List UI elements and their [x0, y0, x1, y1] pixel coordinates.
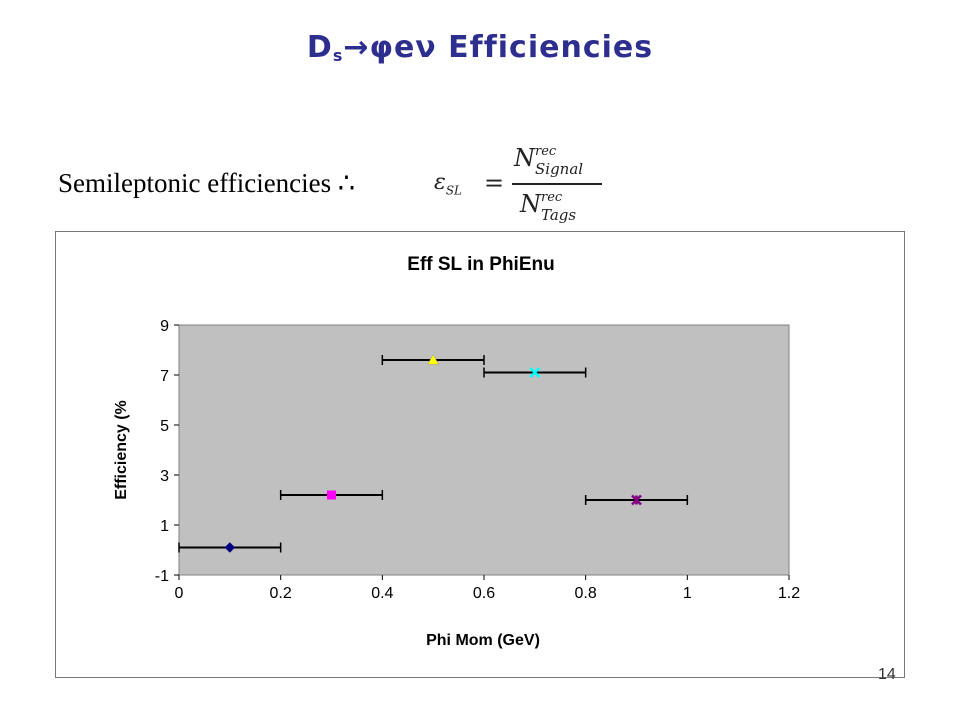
axes: 0 0.2 0.4 0.6 0.8 1 1.2 -1 1 3 5 7 9	[155, 318, 800, 602]
y-tick-label: 3	[160, 468, 169, 485]
x-tick-label: 0.8	[575, 585, 597, 602]
y-axis-label: Efficiency (%	[113, 400, 130, 500]
efficiency-chart: Eff SL in PhiEnu 0 0.2 0.4 0.6 0.8 1 1.2 -1 1 3 5 7…	[113, 254, 800, 649]
data-point-square	[327, 490, 336, 500]
formula-equals: =	[484, 169, 505, 197]
numerator-indices: rec Signal	[535, 144, 589, 178]
y-tick-label: 9	[160, 318, 169, 335]
subtitle-text: Semileptonic efficiencies ∴	[58, 168, 356, 198]
slide-title: Ds→φeν Efficiencies	[0, 30, 960, 65]
title-main: D	[306, 30, 333, 65]
data-marks	[178, 353, 689, 553]
y-tick-label: 1	[160, 518, 169, 535]
chart-frame: Eff SL in PhiEnu 0 0.2 0.4 0.6 0.8 1 1.2 -1 1 3 5 7…	[55, 231, 905, 678]
x-tick-label: 0	[175, 585, 184, 602]
formula-lhs: εSL	[434, 170, 462, 197]
x-tick-label: 1	[683, 585, 692, 602]
y-tick-label: 5	[160, 418, 169, 435]
slide-number: 14	[878, 666, 896, 683]
y-tick-label: 7	[160, 368, 169, 385]
denominator-symbol: N	[520, 190, 541, 218]
data-point-x	[529, 367, 541, 378]
x-tick-label: 0.2	[270, 585, 292, 602]
data-point-diamond	[224, 542, 236, 553]
x-tick-label: 1.2	[778, 585, 800, 602]
title-rest: →φeν Efficiencies	[343, 30, 654, 65]
numerator-sup: rec	[535, 144, 557, 159]
x-tick-label: 0.6	[473, 585, 495, 602]
fraction-bar	[512, 183, 602, 185]
denominator-sub: Tags	[541, 206, 577, 224]
x-axis-label: Phi Mom (GeV)	[426, 632, 540, 649]
plot-area	[178, 324, 790, 576]
denominator-sup: rec	[541, 190, 563, 205]
denominator-indices: rec Tags	[541, 190, 595, 224]
y-tick-label: -1	[155, 568, 169, 585]
x-tick-label: 0.4	[371, 585, 393, 602]
formula-lhs-subscript: SL	[445, 183, 463, 198]
numerator-symbol: N	[514, 144, 535, 172]
data-point-triangle	[427, 353, 440, 365]
data-point-star	[631, 494, 642, 506]
numerator-sub: Signal	[535, 160, 584, 178]
title-subscript: s	[332, 46, 344, 65]
chart-title: Eff SL in PhiEnu	[407, 254, 554, 275]
formula-epsilon: ε	[434, 170, 446, 195]
